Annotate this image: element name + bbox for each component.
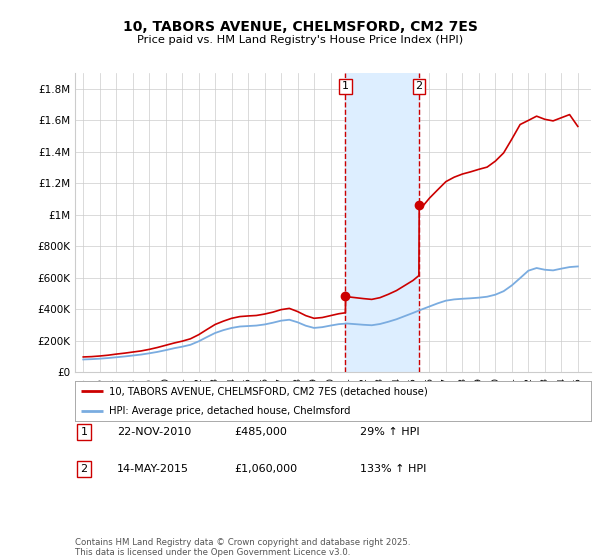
Text: 2: 2 bbox=[415, 81, 422, 91]
Text: 10, TABORS AVENUE, CHELMSFORD, CM2 7ES (detached house): 10, TABORS AVENUE, CHELMSFORD, CM2 7ES (… bbox=[109, 386, 427, 396]
Text: 29% ↑ HPI: 29% ↑ HPI bbox=[360, 427, 419, 437]
Text: 1: 1 bbox=[342, 81, 349, 91]
Text: Price paid vs. HM Land Registry's House Price Index (HPI): Price paid vs. HM Land Registry's House … bbox=[137, 35, 463, 45]
Text: 2: 2 bbox=[80, 464, 88, 474]
Text: 1: 1 bbox=[80, 427, 88, 437]
Text: HPI: Average price, detached house, Chelmsford: HPI: Average price, detached house, Chel… bbox=[109, 405, 350, 416]
Text: £485,000: £485,000 bbox=[234, 427, 287, 437]
Bar bbox=[346, 73, 419, 372]
Text: Contains HM Land Registry data © Crown copyright and database right 2025.
This d: Contains HM Land Registry data © Crown c… bbox=[75, 538, 410, 557]
Text: £1,060,000: £1,060,000 bbox=[234, 464, 297, 474]
Text: 22-NOV-2010: 22-NOV-2010 bbox=[117, 427, 191, 437]
Text: 133% ↑ HPI: 133% ↑ HPI bbox=[360, 464, 427, 474]
Text: 10, TABORS AVENUE, CHELMSFORD, CM2 7ES: 10, TABORS AVENUE, CHELMSFORD, CM2 7ES bbox=[122, 20, 478, 34]
Text: 14-MAY-2015: 14-MAY-2015 bbox=[117, 464, 189, 474]
